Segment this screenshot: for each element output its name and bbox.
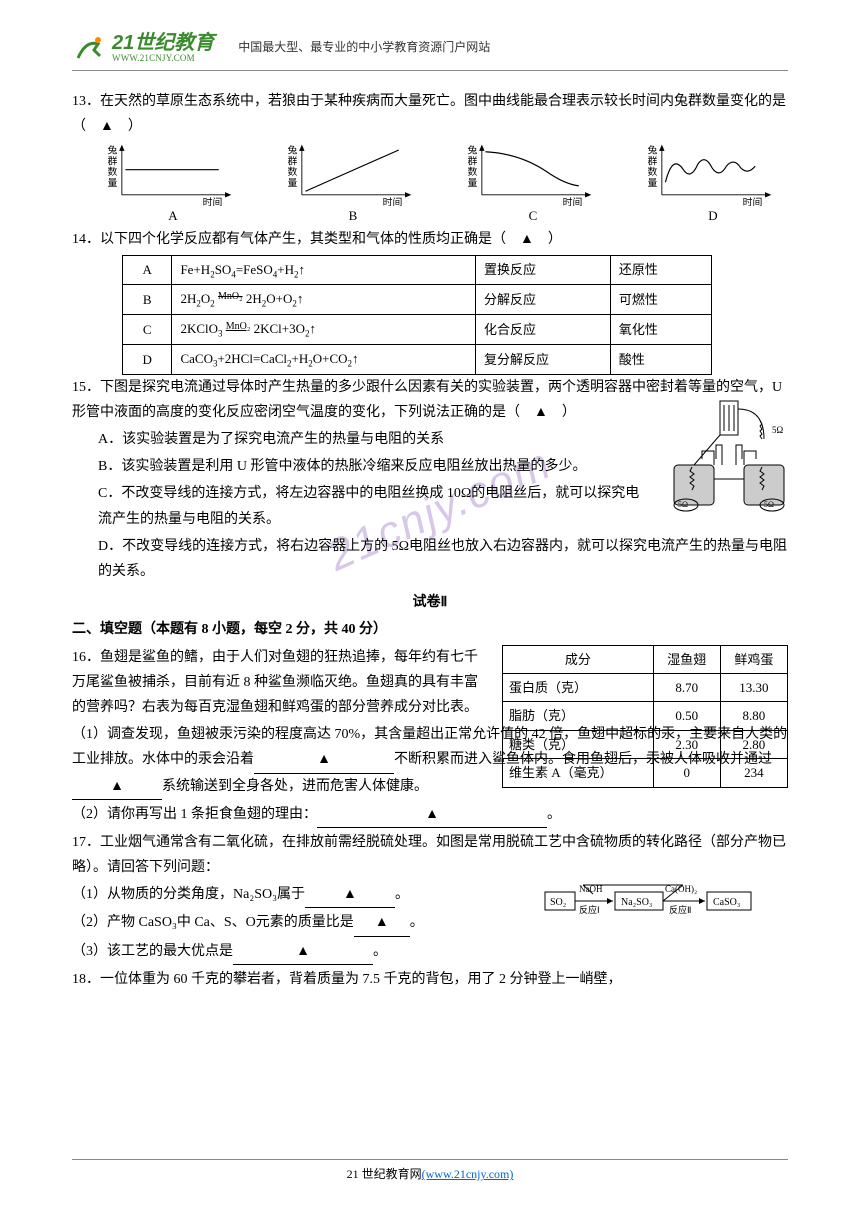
blank: ▲ xyxy=(305,882,395,908)
svg-text:兔: 兔 xyxy=(107,144,117,157)
svg-text:数: 数 xyxy=(467,165,477,178)
q15-circuit-figure: 5Ω 5Ω 5Ω xyxy=(664,399,794,517)
svg-text:量: 量 xyxy=(467,177,477,189)
svg-text:群: 群 xyxy=(647,155,657,168)
blank: ▲ xyxy=(317,802,547,828)
logo-url: WWW.21CNJY.COM xyxy=(112,54,214,64)
svg-text:反应Ⅰ: 反应Ⅰ xyxy=(579,904,600,915)
section2-title: 试卷Ⅱ xyxy=(72,590,788,615)
blank: ▲ xyxy=(254,747,394,773)
svg-text:5Ω: 5Ω xyxy=(772,425,784,435)
svg-text:兔: 兔 xyxy=(287,144,297,157)
q13-graph-d: 兔群数量 时间 D xyxy=(638,141,788,227)
q13-graph-b: 兔群数量 时间 B xyxy=(278,141,428,227)
q17-subs: SO₂ NaOH反应Ⅰ Na₂SO₃ Ca(OH)₂反应Ⅱ CaSO₃ （1）从… xyxy=(72,882,788,965)
table-row: D CaCO3+2HCl=CaCl2+H2O+CO2↑ 复分解反应 酸性 xyxy=(123,344,712,374)
footer-link[interactable]: (www.21cnjy.com) xyxy=(422,1167,514,1181)
svg-text:兔: 兔 xyxy=(647,144,657,157)
svg-text:时间: 时间 xyxy=(743,196,763,206)
svg-text:时间: 时间 xyxy=(383,196,403,206)
svg-text:5Ω: 5Ω xyxy=(678,500,688,509)
svg-text:数: 数 xyxy=(647,165,657,178)
svg-text:量: 量 xyxy=(107,177,117,189)
svg-text:群: 群 xyxy=(107,155,117,168)
section2-heading: 二、填空题（本题有 8 小题，每空 2 分，共 40 分） xyxy=(72,617,788,642)
blank: ▲ xyxy=(354,910,410,936)
q13-graph-c: 兔群数量 时间 C xyxy=(458,141,608,227)
logo-runner-icon xyxy=(72,30,108,66)
q17-flow-figure: SO₂ NaOH反应Ⅰ Na₂SO₃ Ca(OH)₂反应Ⅱ CaSO₃ xyxy=(543,882,788,918)
page-footer: 21 世纪教育网(www.21cnjy.com) xyxy=(0,1159,860,1186)
svg-text:兔: 兔 xyxy=(467,144,477,157)
svg-text:数: 数 xyxy=(107,165,117,178)
q14-table: A Fe+H2SO4=FeSO4+H2↑ 置换反应 还原性 B 2H2O2 Mn… xyxy=(122,255,712,375)
svg-text:反应Ⅱ: 反应Ⅱ xyxy=(669,904,691,915)
page-header: 21世纪教育 WWW.21CNJY.COM 中国最大型、最专业的中小学教育资源门… xyxy=(72,30,788,71)
svg-text:Na₂SO₃: Na₂SO₃ xyxy=(621,897,652,908)
svg-text:时间: 时间 xyxy=(203,196,223,206)
q17-stem: 17．工业烟气通常含有二氧化硫，在排放前需经脱硫处理。如图是常用脱硫工艺中含硫物… xyxy=(72,830,788,880)
q16-nutrition-table: 成分湿鱼翅鲜鸡蛋 蛋白质（克）8.7013.30 脂肪（克）0.508.80 糖… xyxy=(502,645,788,788)
logo-title: 21世纪教育 xyxy=(112,32,214,54)
blank: ▲ xyxy=(233,939,373,965)
blank: ▲ xyxy=(72,774,162,800)
q16-sub2: （2）请你再写出 1 条拒食鱼翅的理由：▲。 xyxy=(72,802,788,828)
svg-text:数: 数 xyxy=(287,165,297,178)
q17-s3: （3）该工艺的最大优点是▲。 xyxy=(72,939,788,965)
footer-text: 21 世纪教育网 xyxy=(347,1167,422,1181)
svg-text:CaSO₃: CaSO₃ xyxy=(713,897,740,908)
table-row: C 2KClO3 MnO₂ 2KCl+3O2↑ 化合反应 氧化性 xyxy=(123,315,712,345)
svg-text:群: 群 xyxy=(467,155,477,168)
q18-stem: 18．一位体重为 60 千克的攀岩者，背着质量为 7.5 千克的背包，用了 2 … xyxy=(72,967,788,992)
q15: 15．下图是探究电流通过导体时产生热量的多少跟什么因素有关的实验装置，两个透明容… xyxy=(72,375,788,585)
table-row: B 2H2O2 MnO₂ 2H2O+O2↑ 分解反应 可燃性 xyxy=(123,285,712,315)
header-tagline: 中国最大型、最专业的中小学教育资源门户网站 xyxy=(238,37,490,59)
q15-opt-d: D．不改变导线的连接方式，将右边容器上方的 5Ω电阻丝也放入右边容器内，就可以探… xyxy=(72,534,788,584)
q13-graphs: 兔群数量 时间 A 兔群数量 时间 B 兔群数量 时间 C 兔群数量 xyxy=(98,141,788,227)
q13-graph-a: 兔群数量 时间 A xyxy=(98,141,248,227)
svg-text:SO₂: SO₂ xyxy=(550,897,566,908)
svg-text:量: 量 xyxy=(647,177,657,189)
table-row: A Fe+H2SO4=FeSO4+H2↑ 置换反应 还原性 xyxy=(123,255,712,285)
svg-text:群: 群 xyxy=(287,155,297,168)
q14-stem: 14．以下四个化学反应都有气体产生，其类型和气体的性质均正确是（ ▲ ） xyxy=(72,227,788,252)
q13-stem: 13．在天然的草原生态系统中，若狼由于某种疾病而大量死亡。图中曲线能最合理表示较… xyxy=(72,89,788,139)
site-logo: 21世纪教育 WWW.21CNJY.COM xyxy=(72,30,214,66)
svg-text:量: 量 xyxy=(287,177,297,189)
q16: 成分湿鱼翅鲜鸡蛋 蛋白质（克）8.7013.30 脂肪（克）0.508.80 糖… xyxy=(72,645,788,721)
svg-text:时间: 时间 xyxy=(563,196,583,206)
svg-text:5Ω: 5Ω xyxy=(764,500,774,509)
